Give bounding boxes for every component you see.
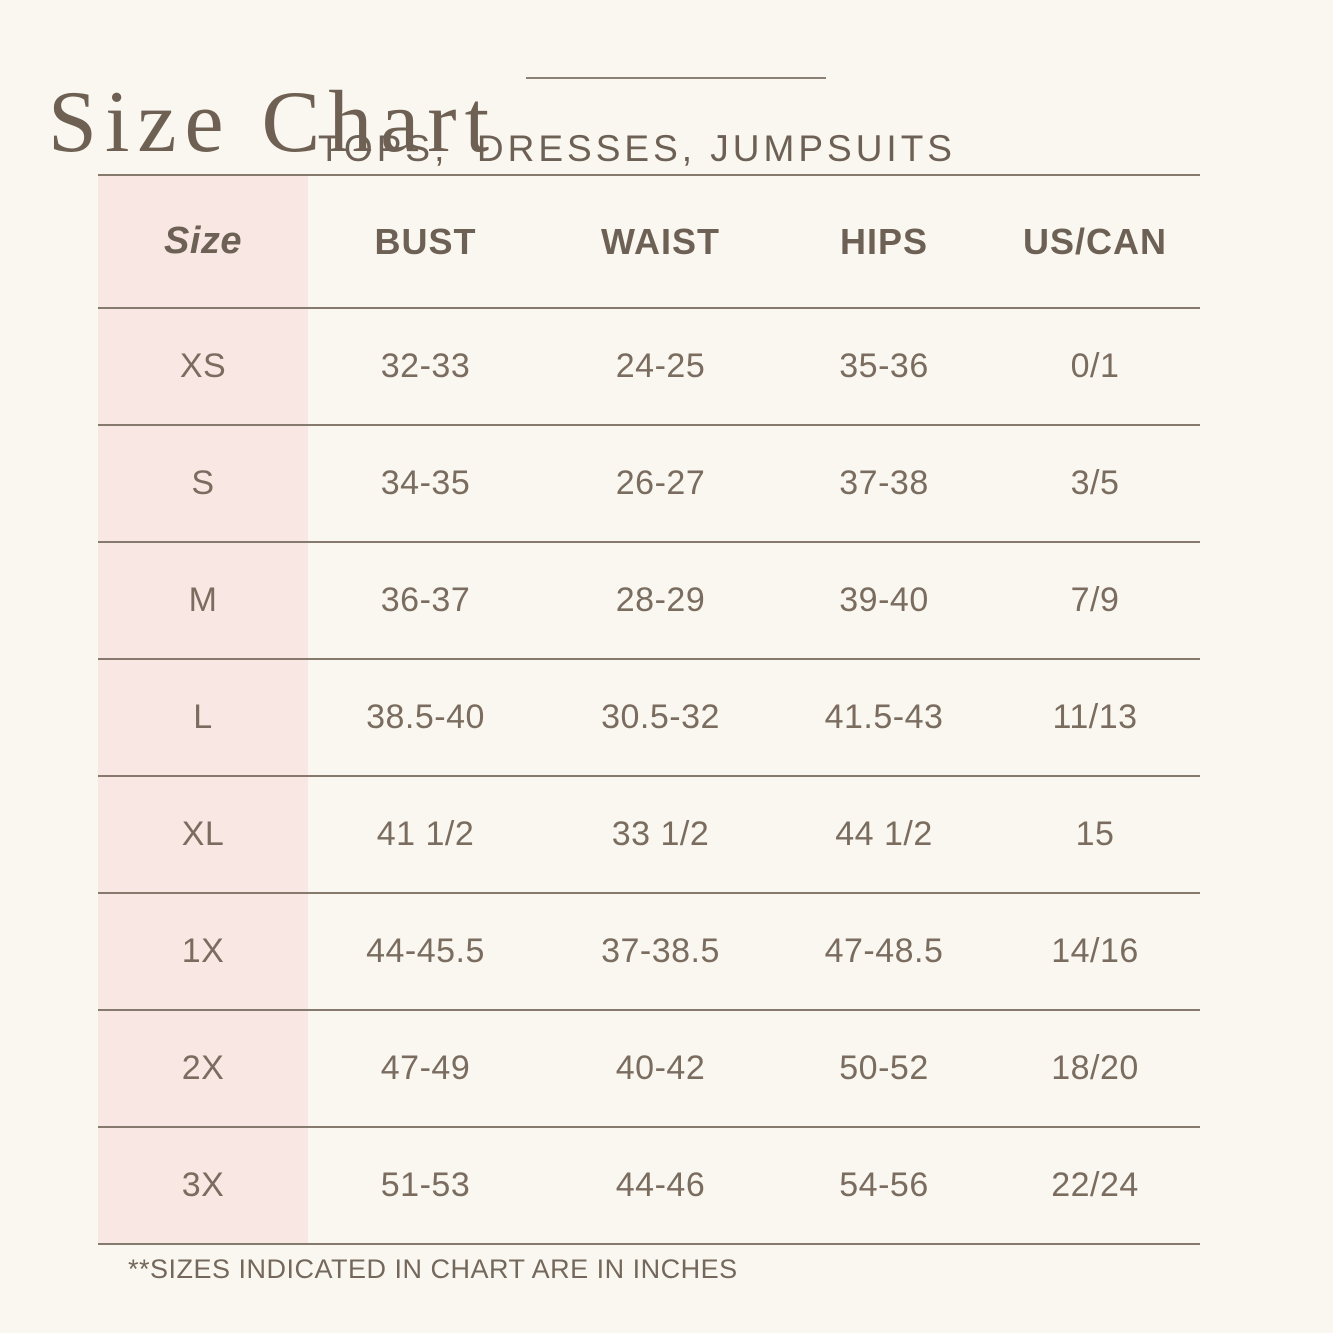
page-title: Size Chart <box>48 73 498 171</box>
cell-hips: 44 1/2 <box>835 815 933 853</box>
cell-bust: 34-35 <box>380 464 471 502</box>
cell-hips: 35-36 <box>839 347 929 385</box>
cell-hips: 37-38 <box>839 464 929 502</box>
cell-size: XL <box>98 776 308 893</box>
cell-size: 1X <box>98 893 308 1010</box>
cell-bust: 36-37 <box>380 581 471 619</box>
cell-waist: 28-29 <box>615 581 706 619</box>
cell-size: 2X <box>98 1010 308 1127</box>
cell-bust: 32-33 <box>380 347 471 385</box>
cell-us-can: 7/9 <box>1070 581 1120 619</box>
table-row: XS 32-33 24-25 35-36 0/1 <box>98 308 1200 425</box>
table-row: XL 41 1/2 33 1/2 44 1/2 15 <box>98 776 1200 893</box>
cell-waist: 26-27 <box>615 464 706 502</box>
cell-bust: 41 1/2 <box>376 815 475 853</box>
cell-us-can: 15 <box>1075 815 1115 853</box>
table-row: 1X 44-45.5 37-38.5 47-48.5 14/16 <box>98 893 1200 1010</box>
col-header-waist: WAIST <box>601 220 720 262</box>
col-header-size: Size <box>98 175 308 308</box>
cell-size: 3X <box>98 1127 308 1244</box>
cell-bust: 47-49 <box>380 1049 471 1087</box>
cell-hips: 41.5-43 <box>824 698 944 736</box>
table-row: 3X 51-53 44-46 54-56 22/24 <box>98 1127 1200 1244</box>
header-row: Size BUST WAIST HIPS US/CAN <box>98 175 1200 308</box>
cell-us-can: 22/24 <box>1051 1166 1139 1204</box>
cell-waist: 30.5-32 <box>601 698 720 736</box>
size-chart-table: Size BUST WAIST HIPS US/CAN XS 32-33 24-… <box>98 174 1200 1245</box>
table-row: S 34-35 26-27 37-38 3/5 <box>98 425 1200 542</box>
table-row: M 36-37 28-29 39-40 7/9 <box>98 542 1200 659</box>
cell-us-can: 0/1 <box>1070 347 1120 385</box>
cell-size: S <box>98 425 308 542</box>
cell-hips: 39-40 <box>839 581 929 619</box>
cell-size: XS <box>98 308 308 425</box>
title-decorative-rule <box>526 77 826 79</box>
cell-hips: 54-56 <box>839 1166 929 1204</box>
col-header-hips: HIPS <box>839 220 929 262</box>
cell-bust: 51-53 <box>380 1166 471 1204</box>
col-header-bust: BUST <box>374 220 477 262</box>
cell-us-can: 3/5 <box>1070 464 1120 502</box>
cell-us-can: 14/16 <box>1051 932 1139 970</box>
cell-hips: 50-52 <box>839 1049 929 1087</box>
cell-hips: 47-48.5 <box>824 932 944 970</box>
cell-waist: 40-42 <box>615 1049 706 1087</box>
units-footnote: **SIZES INDICATED IN CHART ARE IN INCHES <box>128 1254 738 1284</box>
table-row: 2X 47-49 40-42 50-52 18/20 <box>98 1010 1200 1127</box>
cell-waist: 37-38.5 <box>601 932 720 970</box>
cell-size: M <box>98 542 308 659</box>
cell-size: L <box>98 659 308 776</box>
page-subtitle: TOPS, DRESSES, JUMPSUITS <box>318 128 956 169</box>
cell-us-can: 11/13 <box>1052 698 1138 736</box>
cell-waist: 24-25 <box>615 347 706 385</box>
col-header-us-can: US/CAN <box>1022 220 1167 262</box>
cell-bust: 38.5-40 <box>366 698 485 736</box>
table-row: L 38.5-40 30.5-32 41.5-43 11/13 <box>98 659 1200 776</box>
cell-us-can: 18/20 <box>1051 1049 1139 1087</box>
cell-waist: 33 1/2 <box>611 815 710 853</box>
cell-waist: 44-46 <box>615 1166 706 1204</box>
cell-bust: 44-45.5 <box>366 932 485 970</box>
